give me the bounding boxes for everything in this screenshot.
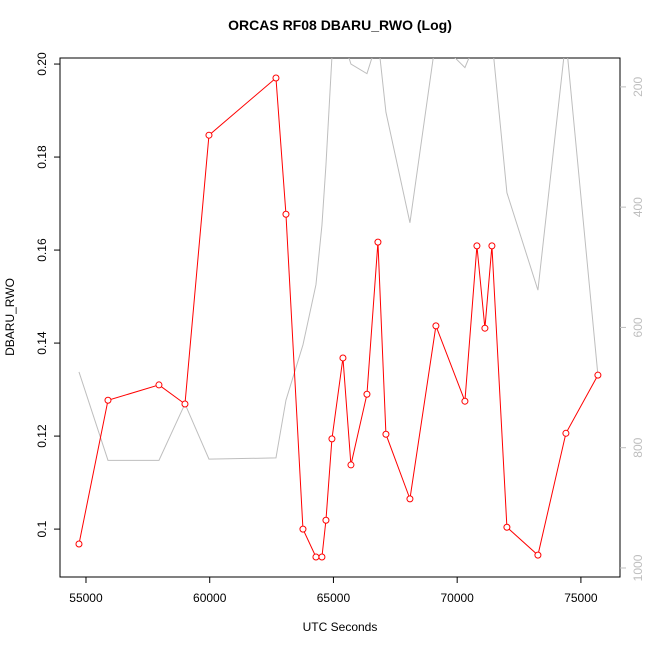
point [299,525,307,533]
point [406,495,414,503]
point [347,461,355,469]
plot-area [75,58,602,561]
point [104,396,112,404]
point [272,74,280,82]
point [318,553,326,561]
point [473,242,481,250]
point [374,238,382,246]
x-tick-label: 75000 [564,591,598,605]
point [432,322,440,330]
point [363,390,371,398]
point [594,371,602,379]
point [205,131,213,139]
y-tick-label: 0.20 [35,52,49,76]
y-tick-label: 0.1 [35,520,49,537]
x-tick-label: 65000 [317,591,351,605]
point [562,429,570,437]
x-tick-label: 55000 [69,591,103,605]
point [75,540,83,548]
point [322,516,330,524]
point [312,553,320,561]
point [488,242,496,250]
y2-tick-label: 400 [631,197,645,217]
plot-frame [59,57,621,578]
y-tick-label: 0.14 [35,331,49,355]
point [328,435,336,443]
series-line [78,58,599,461]
point [461,397,469,405]
y2-tick-label: 800 [631,437,645,457]
y2-tick-label: 200 [631,77,645,97]
y-tick-label: 0.18 [35,145,49,169]
point [534,551,542,559]
y-tick-label: 0.12 [35,424,49,448]
x-tick-label: 60000 [193,591,227,605]
x-axis-label: UTC Seconds [303,620,378,634]
chart-title: ORCAS RF08 DBARU_RWO (Log) [228,17,452,33]
y-tick-label: 0.16 [35,238,49,262]
y2-tick-label: 600 [631,317,645,337]
point [481,324,489,332]
point [503,523,511,531]
y2-tick-label: 1000 [631,554,645,581]
point [339,354,347,362]
point [282,210,290,218]
point [155,381,163,389]
y-axis-label: DBARU_RWO [3,278,17,356]
x-tick-label: 70000 [440,591,474,605]
point [382,430,390,438]
series-line [78,76,599,558]
point [181,400,189,408]
